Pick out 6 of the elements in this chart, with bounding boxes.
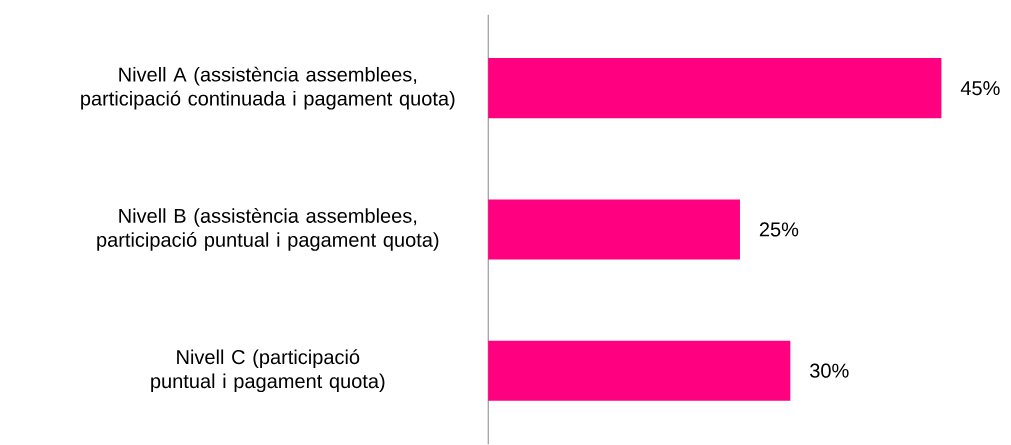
data-label: 45%: [960, 81, 1000, 96]
y-tick-label: Nivell C (participació puntual i pagament quota): [151, 349, 385, 393]
data-label: 25%: [759, 222, 799, 237]
y-tick-label: Nivell A (assistència assemblees, participació continuada i pagament quota): [81, 66, 455, 110]
y-tick-label: Nivell B (assistència assemblees, participació puntual i pagament quota): [97, 208, 439, 251]
data-label: 30%: [810, 363, 849, 378]
